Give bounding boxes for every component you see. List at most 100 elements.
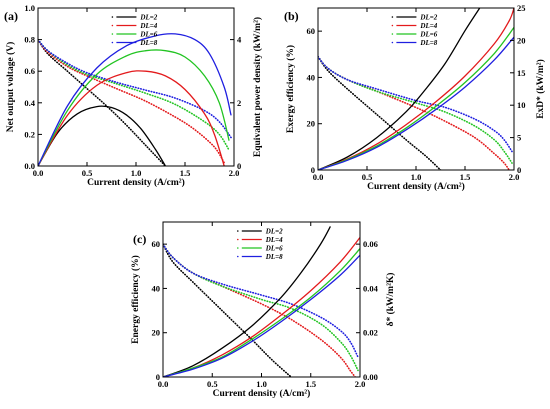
series-DL8-solid bbox=[38, 33, 232, 166]
x-tick-label: 1.0 bbox=[256, 379, 267, 389]
series-DL2-dotted bbox=[163, 243, 292, 377]
y-right-tick-label: 25 bbox=[517, 3, 526, 13]
legend: DL=2DL=4DL=6DL=8 bbox=[237, 228, 283, 261]
legend: DL=2DL=4DL=6DL=8 bbox=[391, 14, 438, 47]
series-DL6-solid bbox=[163, 248, 360, 377]
y-right-tick-label: 20 bbox=[517, 35, 526, 45]
panel-label: (c) bbox=[133, 232, 146, 246]
series-DL8-dotted bbox=[38, 38, 232, 139]
y-left-tick-label: 0.0 bbox=[24, 161, 35, 171]
x-tick-label: 1.0 bbox=[411, 172, 422, 182]
series-DL4-solid bbox=[38, 70, 225, 166]
legend-dot bbox=[237, 255, 239, 258]
series-DL8-solid bbox=[318, 36, 514, 170]
y-right-tick-label: 2 bbox=[237, 98, 241, 108]
legend-label: DL=6 bbox=[419, 31, 437, 39]
series-DL8-solid bbox=[163, 254, 360, 377]
legend-dot bbox=[391, 41, 394, 44]
legend-dot bbox=[237, 247, 239, 249]
y-left-tick-label: 60 bbox=[152, 239, 161, 249]
panel-b: 0.0 0.5 1.0 1.5 2.002040600510152025Current … bbox=[284, 3, 546, 192]
y-right-tick-label: 0.06 bbox=[363, 239, 378, 249]
series-group bbox=[318, 8, 514, 170]
series-group bbox=[163, 226, 360, 377]
legend-label: DL=4 bbox=[265, 236, 283, 244]
x-tick-label: 2.0 bbox=[229, 168, 240, 178]
series-DL2-dotted bbox=[318, 55, 442, 170]
y-right-axis-label: ExD* (kW/m²) bbox=[535, 59, 546, 119]
series-group bbox=[38, 33, 232, 166]
series-DL8-dotted bbox=[318, 55, 513, 153]
x-axis-label: Current density (A/cm²) bbox=[87, 177, 185, 188]
x-axis-label: Current density (A/cm²) bbox=[367, 181, 465, 192]
x-tick-label: 0.0 bbox=[33, 168, 44, 178]
x-tick-label: 1.5 bbox=[180, 168, 191, 178]
y-left-tick-label: 20 bbox=[307, 119, 316, 129]
legend-label: DL=2 bbox=[419, 14, 437, 22]
panel-label: (a) bbox=[4, 9, 18, 23]
y-left-tick-label: 60 bbox=[307, 26, 316, 36]
series-DL2-solid bbox=[318, 8, 481, 170]
legend-dot bbox=[237, 238, 239, 241]
series-DL6-solid bbox=[318, 27, 514, 170]
x-tick-label: 1.5 bbox=[460, 172, 471, 182]
legend-dot bbox=[391, 33, 394, 35]
series-DL2-solid bbox=[38, 105, 166, 166]
legend: DL=2DL=4DL=6DL=8 bbox=[111, 14, 158, 47]
y-left-tick-label: 0 bbox=[311, 165, 315, 175]
y-right-tick-label: 10 bbox=[517, 100, 526, 110]
y-right-axis-label: δ* (kW/m²K) bbox=[385, 273, 396, 327]
y-right-tick-label: 0.00 bbox=[363, 372, 378, 382]
legend-dot bbox=[111, 16, 114, 18]
y-left-tick-label: 20 bbox=[152, 328, 161, 338]
series-DL8-dotted bbox=[163, 243, 359, 358]
y-left-axis-label: Exergy efficiency (%) bbox=[285, 45, 296, 133]
y-right-tick-label: 4 bbox=[237, 35, 242, 45]
legend-dot bbox=[111, 33, 114, 35]
y-right-tick-label: 0.02 bbox=[363, 328, 378, 338]
y-right-tick-label: 15 bbox=[517, 68, 526, 78]
series-DL6-dotted bbox=[163, 243, 359, 372]
y-left-tick-label: 0.2 bbox=[24, 129, 35, 139]
y-right-axis-label: Equivalent power density (kW/m²) bbox=[252, 17, 263, 157]
y-right-tick-label: 5 bbox=[517, 133, 521, 143]
panel-c: 0.0 0.5 1.0 1.5 2.0 0 20 40 60 0.00 0.02 0.04 0.06 Cu… bbox=[130, 221, 396, 399]
legend-label: DL=6 bbox=[265, 245, 283, 253]
legend-dot bbox=[391, 16, 394, 18]
legend-label: DL=6 bbox=[139, 31, 157, 39]
legend-dot bbox=[391, 24, 394, 27]
panel-a: 0.0 0.5 1.0 1.5 2.0 0.0 0.2 0.4 0.6 0.8 1.0 0 2 4 Curr… bbox=[4, 3, 263, 188]
y-left-tick-label: 0 bbox=[156, 372, 160, 382]
x-tick-label: 2.0 bbox=[509, 172, 520, 182]
x-tick-label: 0.0 bbox=[313, 172, 324, 182]
legend-label: DL=4 bbox=[139, 22, 157, 30]
x-tick-label: 2.0 bbox=[355, 379, 366, 389]
y-left-axis-label: Net output voltage (V) bbox=[5, 42, 16, 133]
x-axis-label: Current density (A/cm²) bbox=[213, 388, 311, 399]
panel-label: (b) bbox=[284, 9, 299, 23]
series-DL4-solid bbox=[163, 237, 360, 377]
series-DL6-dotted bbox=[318, 55, 513, 164]
series-DL4-dotted bbox=[38, 38, 225, 164]
x-tick-label: 1.5 bbox=[305, 379, 316, 389]
legend-dot bbox=[111, 41, 114, 44]
y-left-tick-label: 40 bbox=[152, 283, 161, 293]
y-left-tick-label: 1.0 bbox=[24, 3, 35, 13]
x-tick-label: 0.5 bbox=[82, 168, 93, 178]
series-DL4-dotted bbox=[163, 243, 356, 377]
y-right-tick-label: 0.04 bbox=[363, 283, 379, 293]
x-tick-label: 0.5 bbox=[207, 379, 218, 389]
legend-label: DL=8 bbox=[419, 39, 437, 47]
series-DL2-solid bbox=[163, 226, 331, 377]
legend-label: DL=4 bbox=[419, 22, 437, 30]
x-tick-label: 0.5 bbox=[362, 172, 373, 182]
legend-label: DL=2 bbox=[265, 228, 283, 236]
legend-label: DL=2 bbox=[139, 14, 157, 22]
legend-label: DL=8 bbox=[139, 39, 157, 47]
series-DL6-dotted bbox=[38, 38, 230, 151]
y-left-axis-label: Energy efficiency (%) bbox=[130, 255, 141, 344]
y-left-tick-label: 0.4 bbox=[24, 98, 35, 108]
series-DL2-dotted bbox=[38, 38, 167, 166]
y-right-tick-label: 0 bbox=[237, 161, 241, 171]
